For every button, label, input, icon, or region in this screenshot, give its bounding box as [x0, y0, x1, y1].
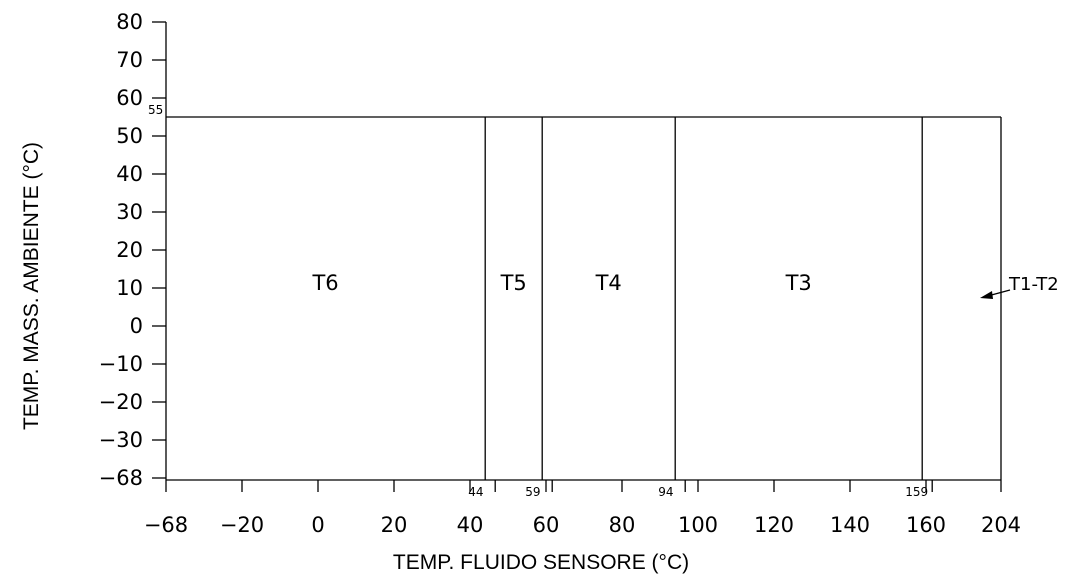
y-tick-label: 10	[116, 276, 143, 300]
boundary-label: 94	[658, 485, 673, 499]
x-tick-label: −20	[220, 513, 264, 537]
y-axis-title: TEMP. MASS. AMBIENTE (°C)	[20, 142, 43, 430]
zone-boundaries: 44 59 94 159	[468, 117, 932, 499]
boundary-label: 159	[905, 485, 928, 499]
x-tick-label: 0	[311, 513, 324, 537]
ambient-limit-label: 55	[148, 103, 163, 117]
x-tick-label: 60	[533, 513, 560, 537]
x-tick-label: 204	[981, 513, 1021, 537]
y-tick-label: 20	[116, 238, 143, 262]
y-axis-ticks: 80 70 60 50 40 30 20 10 0 −10 −20 −30 −68	[99, 10, 166, 490]
x-tick-label: 20	[381, 513, 408, 537]
x-tick-label: 80	[609, 513, 636, 537]
y-tick-label: 60	[116, 86, 143, 110]
y-tick-label: −30	[99, 428, 143, 452]
x-axis-title: TEMP. FLUIDO SENSORE (°C)	[393, 551, 689, 574]
x-tick-label: 40	[457, 513, 484, 537]
x-tick-label: 140	[830, 513, 870, 537]
y-tick-label: −68	[99, 466, 143, 490]
y-tick-label: 70	[116, 48, 143, 72]
x-axis-ticks: −68 −20 0 20 40 60 80 100 120 140 160 204	[144, 480, 1021, 537]
y-tick-label: 50	[116, 124, 143, 148]
zone-label: T3	[785, 271, 812, 295]
y-tick-label: 40	[116, 162, 143, 186]
x-tick-label: 160	[906, 513, 946, 537]
zone-label: T4	[595, 271, 622, 295]
chart-lines: 55	[148, 22, 1001, 480]
y-tick-label: 0	[130, 314, 143, 338]
boundary-label: 44	[468, 485, 483, 499]
callout-arrow-head	[980, 291, 993, 299]
y-tick-label: −10	[99, 352, 143, 376]
zone-label: T1-T2	[1008, 274, 1059, 295]
x-tick-label: −68	[144, 513, 188, 537]
zone-label: T5	[500, 271, 527, 295]
zone-labels: T6 T5 T4 T3 T1-T2	[311, 271, 1058, 299]
y-tick-label: 80	[116, 10, 143, 34]
y-tick-label: 30	[116, 200, 143, 224]
x-tick-label: 120	[754, 513, 794, 537]
x-tick-label: 100	[678, 513, 718, 537]
boundary-label: 59	[525, 485, 540, 499]
y-tick-label: −20	[99, 390, 143, 414]
zone-label: T6	[311, 271, 338, 295]
